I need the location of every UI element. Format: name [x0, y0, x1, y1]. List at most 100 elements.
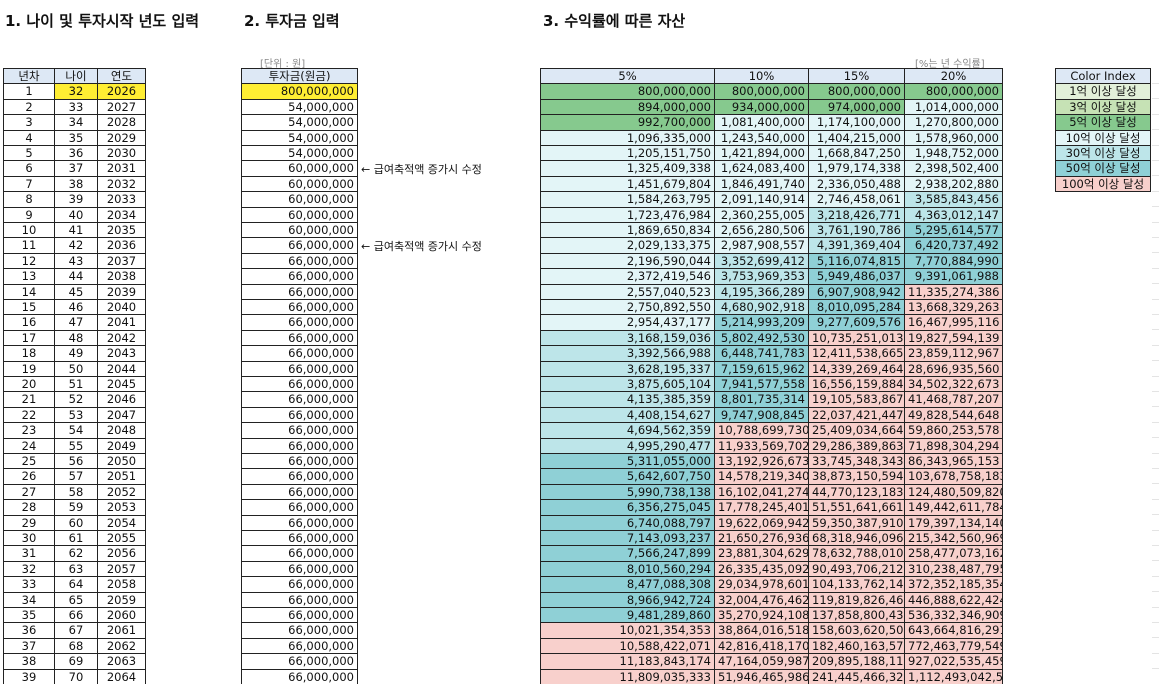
cell: 6,907,908,942 — [808, 283, 905, 300]
cell: 215,342,560,969 — [904, 530, 1003, 547]
cell: 10 — [3, 222, 55, 239]
cell: 17,778,245,401 — [714, 499, 809, 516]
cell: 4 — [3, 129, 55, 146]
cell: 5,802,492,530 — [714, 329, 809, 347]
cell: 10,588,422,071 — [540, 637, 715, 655]
cell: 258,477,073,162 — [904, 545, 1003, 562]
cell: 13 — [3, 268, 55, 285]
gridline — [1152, 98, 1159, 100]
gridline — [1152, 329, 1159, 331]
cell: 54 — [54, 422, 98, 439]
gridline — [1152, 159, 1159, 161]
column-header: 년차 — [3, 68, 55, 85]
cell: 6 — [3, 160, 55, 177]
cell: 49 — [54, 345, 98, 362]
cell: 1,014,000,000 — [904, 98, 1003, 116]
cell: 3,753,969,353 — [714, 268, 809, 285]
cell: 1,668,847,250 — [808, 145, 905, 162]
cell: 16 — [3, 314, 55, 331]
column-header: 15% — [808, 68, 905, 85]
cell: 2063 — [97, 653, 146, 670]
cell: 66,000,000 — [241, 637, 358, 655]
cell: 59,860,253,578 — [904, 422, 1003, 439]
cell: 51,946,465,986 — [714, 668, 809, 684]
cell: 18 — [3, 345, 55, 362]
cell: 5,949,486,037 — [808, 268, 905, 285]
gridline — [1152, 591, 1159, 593]
cell: 2043 — [97, 345, 146, 362]
cell: 2056 — [97, 545, 146, 562]
cell: 51 — [54, 376, 98, 393]
cell: 8,966,942,724 — [540, 591, 715, 608]
cell: 2,091,140,914 — [714, 191, 809, 208]
cell: 60,000,000 — [241, 191, 358, 208]
cell: 66,000,000 — [241, 483, 358, 501]
cell: 22 — [3, 406, 55, 424]
cell: 310,238,487,795 — [904, 560, 1003, 578]
legend-item: 1억 이상 달성 — [1055, 83, 1151, 100]
cell: 66,000,000 — [241, 314, 358, 331]
cell: 37 — [3, 637, 55, 655]
gridline — [1152, 544, 1159, 546]
cell: 1,723,476,984 — [540, 206, 715, 223]
gridline — [1152, 344, 1159, 346]
gridline — [1152, 575, 1159, 577]
cell: 51,551,641,661 — [808, 499, 905, 516]
cell: 4,995,290,477 — [540, 437, 715, 454]
cell: 5,311,055,000 — [540, 453, 715, 470]
cell: 66,000,000 — [241, 376, 358, 393]
cell: 78,632,788,010 — [808, 545, 905, 562]
cell: 28,696,935,560 — [904, 360, 1003, 377]
cell: 34 — [3, 591, 55, 608]
cell: 2036 — [97, 237, 146, 254]
cell: 29 — [3, 514, 55, 531]
cell: 8,010,560,294 — [540, 560, 715, 578]
cell: 2029 — [97, 129, 146, 146]
cell: 772,463,779,549 — [904, 637, 1003, 655]
gridline — [1152, 360, 1159, 362]
cell: 8 — [3, 191, 55, 208]
cell: 209,895,188,112 — [808, 653, 905, 670]
cell: 2038 — [97, 268, 146, 285]
cell: 5,214,993,209 — [714, 314, 809, 331]
cell: 2,938,202,880 — [904, 175, 1003, 193]
cell: 66,000,000 — [241, 545, 358, 562]
cell: 1,174,100,000 — [808, 114, 905, 131]
cell: 35 — [3, 607, 55, 624]
cell: 16,467,995,116 — [904, 314, 1003, 331]
cell: 38,864,016,518 — [714, 622, 809, 639]
cell: 11 — [3, 237, 55, 254]
cell: 37 — [54, 160, 98, 177]
cell: 2030 — [97, 145, 146, 162]
annotation: ← 급여축적액 증가시 수정 — [361, 163, 482, 177]
cell: 1,243,540,000 — [714, 129, 809, 146]
cell: 2034 — [97, 206, 146, 223]
cell: 2048 — [97, 422, 146, 439]
cell: 2032 — [97, 175, 146, 193]
cell: 992,700,000 — [540, 114, 715, 131]
cell: 2052 — [97, 483, 146, 501]
cell: 1,112,493,042,551 — [904, 668, 1003, 684]
gridline — [1152, 221, 1159, 223]
cell: 60,000,000 — [241, 175, 358, 193]
gridline — [1152, 437, 1159, 439]
cell: 3,628,195,337 — [540, 360, 715, 377]
cell: 26,335,435,092 — [714, 560, 809, 578]
cell: 40 — [54, 206, 98, 223]
cell: 56 — [54, 453, 98, 470]
cell: 1,869,650,834 — [540, 222, 715, 239]
cell: 19,827,594,139 — [904, 329, 1003, 347]
cell: 66,000,000 — [241, 345, 358, 362]
cell: 2053 — [97, 499, 146, 516]
cell: 66,000,000 — [241, 437, 358, 454]
cell: 800,000,000 — [808, 83, 905, 100]
cell: 66,000,000 — [241, 530, 358, 547]
cell: 14,578,219,340 — [714, 468, 809, 485]
cell: 53 — [54, 406, 98, 424]
cell: 30 — [3, 530, 55, 547]
cell: 20 — [3, 376, 55, 393]
cell: 1,096,335,000 — [540, 129, 715, 146]
cell: 2,954,437,177 — [540, 314, 715, 331]
cell: 32,004,476,462 — [714, 591, 809, 608]
cell: 68 — [54, 637, 98, 655]
